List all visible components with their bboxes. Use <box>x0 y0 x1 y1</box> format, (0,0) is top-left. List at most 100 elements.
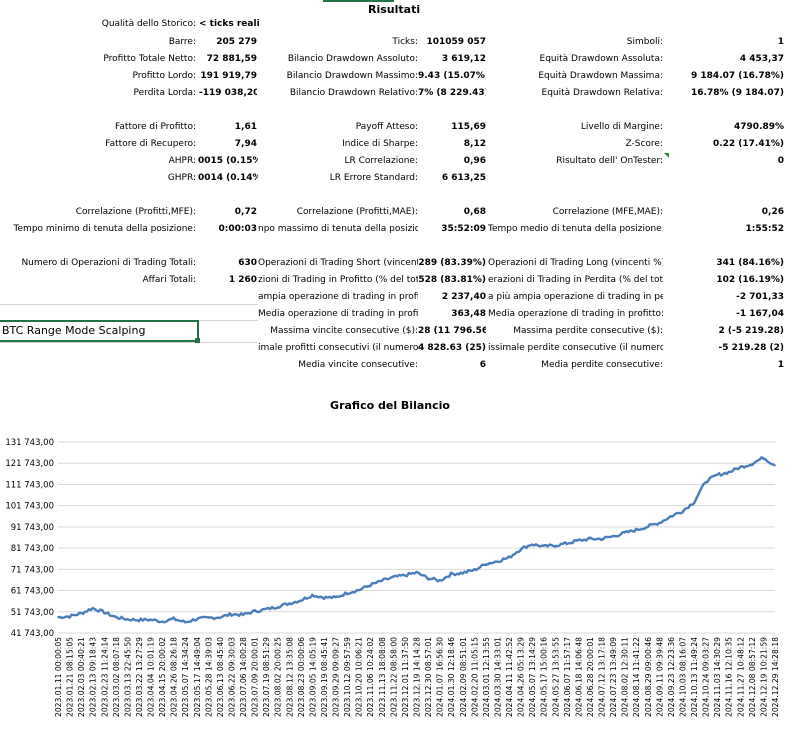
max-cons-loss-label: issimale perdite consecutive (il numero … <box>488 343 663 353</box>
loss-trades-value: 102 (16.19%) <box>716 275 784 285</box>
y-tick-label: 81 743,00 <box>11 544 54 554</box>
equity-dd-rel-label: Equità Drawdown Relativa: <box>541 88 663 98</box>
x-tick-label: 2024.02.20 11:05:15 <box>470 637 479 717</box>
x-tick-label: 2023.11.06 10:24:02 <box>366 637 375 717</box>
x-tick-label: 2023.02.13 09:18:43 <box>89 637 98 717</box>
recovery-factor-label: Fattore di Recupero: <box>105 139 196 149</box>
x-tick-label: 2023.06.22 09:30:03 <box>227 637 236 717</box>
balance-point <box>207 617 210 619</box>
balance-point <box>519 548 522 550</box>
lr-correlation-label: LR Correlazione: <box>344 156 418 166</box>
balance-point <box>774 464 776 467</box>
x-tick-label: 2024.01.30 12:18:46 <box>447 637 456 717</box>
x-tick-label: 2024.06.07 11:57:17 <box>563 637 572 717</box>
avg-hold-label: Tempo medio di tenuta della posizione: <box>488 224 663 234</box>
gross-loss-label: Perdita Lorda: <box>133 88 196 98</box>
balance-point <box>381 580 383 582</box>
x-tick-label: 2023.12.19 14:14:28 <box>413 637 422 717</box>
corr-profit-mfe-label: Correlazione (Profitti,MFE): <box>75 207 196 217</box>
fill-handle[interactable] <box>195 338 200 343</box>
recovery-factor-value: 7,94 <box>234 139 257 149</box>
y-tick-label: 71 743,00 <box>11 565 54 575</box>
balance-point <box>461 572 464 574</box>
avg-hold-value: 1:55:52 <box>745 224 784 234</box>
active-column-indicator <box>323 0 394 2</box>
x-tick-label: 2024.06.28 20:00:01 <box>586 637 595 717</box>
total-trades-label: Numero di Operazioni di Trading Totali: <box>21 258 196 268</box>
gross-profit-label: Profitto Lordo: <box>132 71 196 81</box>
balance-point <box>554 544 557 547</box>
x-tick-label: 2024.04.11 11:42:52 <box>505 637 514 717</box>
corr-profit-mae-value: 0,68 <box>463 207 486 217</box>
ticks-value: 101059 057 <box>426 37 487 47</box>
balance-point <box>589 538 591 540</box>
balance-dd-rel-label: Bilancio Drawdown Relativo: <box>289 88 418 98</box>
x-tick-label: 2024.01.07 16:56:30 <box>436 637 445 717</box>
balance-point <box>473 569 476 571</box>
x-tick-label: 2024.08.14 11:41:22 <box>632 637 641 717</box>
y-tick-label: 61 743,00 <box>11 587 54 597</box>
report-title: Risultati <box>368 3 421 16</box>
x-tick-label: 2023.05.28 14:39:03 <box>204 637 213 717</box>
balance-point <box>531 543 533 545</box>
margin-level-value: 4790.89% <box>733 122 784 132</box>
x-tick-label: 2023.09.05 14:05:19 <box>308 637 317 717</box>
y-tick-label: 111 743,00 <box>5 480 54 490</box>
balance-point <box>751 462 753 465</box>
net-profit-label: Profitto Totale Netto: <box>103 54 196 64</box>
selected-cell[interactable] <box>0 320 199 342</box>
ahpr-value: 0015 (0.15%) <box>198 156 258 166</box>
balance-point <box>346 592 348 594</box>
balance-point <box>693 501 695 503</box>
x-tick-label: 2023.07.09 20:00:01 <box>251 637 260 717</box>
x-tick-label: 2024.02.09 08:51:01 <box>459 637 468 717</box>
max-cons-wins-label: Massima vincite consecutive ($): <box>270 326 418 336</box>
max-cons-losses-value: 2 (-5 219.28) <box>718 326 784 336</box>
ahpr-label: AHPR: <box>168 156 196 166</box>
x-tick-label: 2024.12.08 08:57:12 <box>748 637 757 717</box>
corr-profit-mfe-value: 0,72 <box>234 207 257 217</box>
zscore-label: Z-Score: <box>625 139 664 149</box>
x-tick-label: 2024.03.01 12:13:55 <box>482 637 491 717</box>
x-tick-label: 2024.12.19 10:21:59 <box>759 637 768 717</box>
ghpr-value: 0014 (0.14%) <box>198 173 258 183</box>
balance-point <box>253 610 256 613</box>
profit-trades-label: zioni di Trading in Profitto (% del tota… <box>258 275 418 285</box>
ghpr-label: GHPR: <box>167 173 196 183</box>
balance-point <box>542 545 545 548</box>
max-cons-profit-value: 4 828.63 (25) <box>418 343 486 353</box>
max-cons-wins-value: 28 (11 796.56) <box>418 326 486 336</box>
loss-trades-label: erazioni di Trading in Perdita (% del to… <box>488 275 663 285</box>
x-tick-label: 2023.10.12 09:57:59 <box>343 637 352 717</box>
short-trades-label: Operazioni di Trading Short (vincenti %)… <box>258 258 418 268</box>
history-quality-value: < ticks reali <box>199 19 260 29</box>
balance-point <box>646 525 649 528</box>
balance-point <box>496 560 499 562</box>
lr-correlation-value: 0,96 <box>463 156 486 166</box>
balance-point <box>392 576 395 579</box>
balance-point <box>334 596 337 599</box>
y-tick-label: 51 743,00 <box>11 608 54 618</box>
balance-series-line <box>57 456 776 624</box>
x-tick-label: 2023.03.22 13:27:29 <box>135 637 144 717</box>
cell-input[interactable]: BTC Range Mode Scalping <box>2 324 146 337</box>
bars-value: 205 279 <box>216 37 257 47</box>
avg-cons-wins-label: Media vincite consecutive: <box>298 360 418 370</box>
balance-point <box>265 608 267 611</box>
balance-point <box>80 612 82 615</box>
x-tick-label: 2024.09.11 09:39:48 <box>655 637 664 717</box>
balance-point <box>357 589 360 591</box>
x-tick-label: 2024.11.03 14:30:29 <box>713 637 722 717</box>
bars-label: Barre: <box>168 37 196 47</box>
avg-cons-losses-value: 1 <box>777 360 784 370</box>
ticks-label: Ticks: <box>392 37 418 47</box>
comment-indicator[interactable] <box>664 153 669 158</box>
corr-profit-mae-label: Correlazione (Profitti,MAE): <box>296 207 418 217</box>
x-tick-label: 2024.12.29 14:28:18 <box>771 637 780 717</box>
max-hold-label: npo massimo di tenuta della posizione: <box>258 224 418 234</box>
equity-dd-rel-value: 16.78% (9 184.07) <box>691 88 784 98</box>
chart-title: Grafico del Bilancio <box>330 399 450 412</box>
largest-profit-value: 2 237,40 <box>441 292 486 302</box>
balance-point <box>276 605 279 608</box>
avg-loss-label: Media operazione di trading in profitto: <box>488 309 663 319</box>
